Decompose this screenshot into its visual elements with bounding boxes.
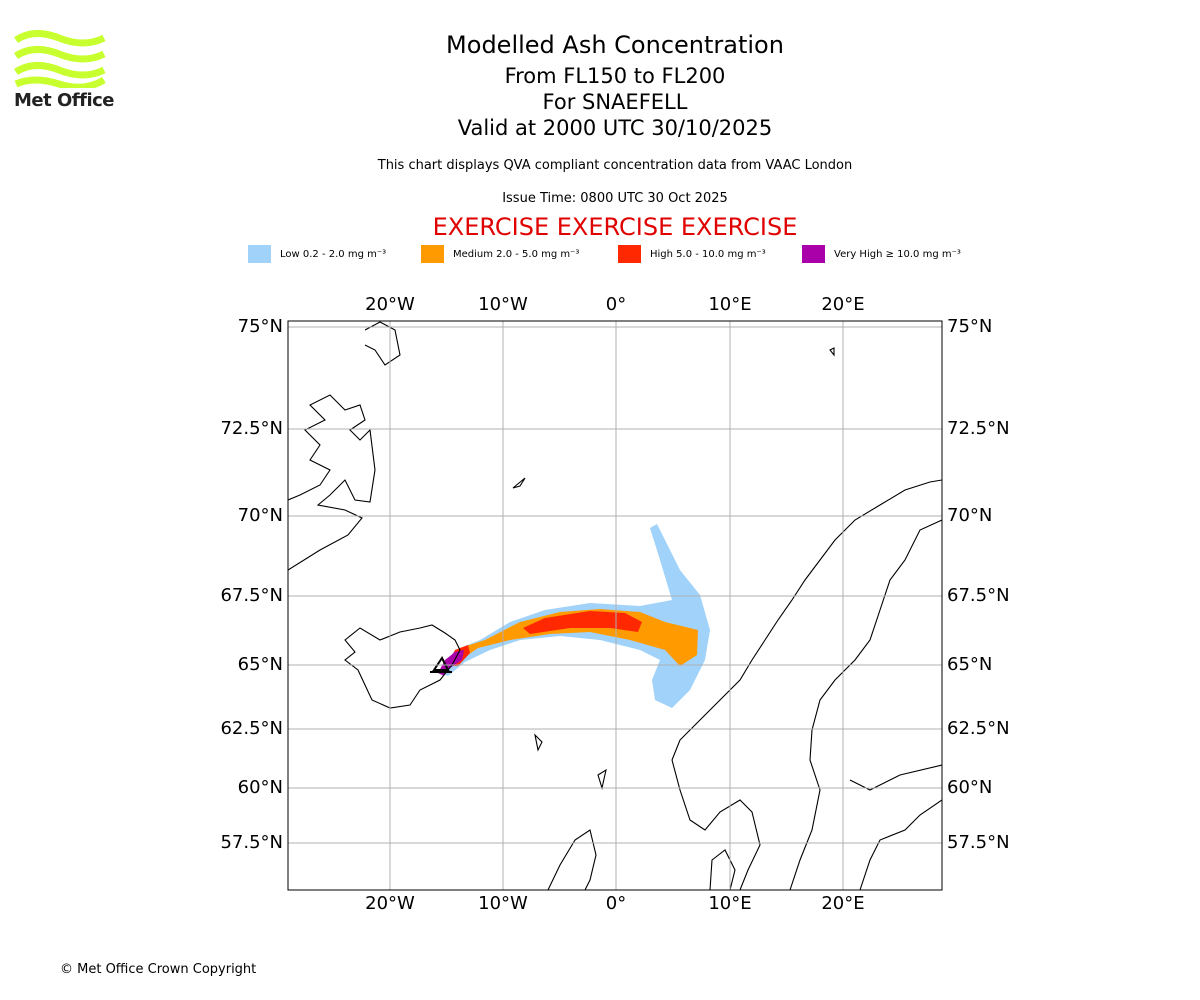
- lat-tick-label: 70°N: [947, 505, 993, 526]
- volcano-marker-icon: [430, 656, 452, 673]
- legend-very-high: Very High ≥ 10.0 mg m⁻³: [802, 244, 961, 264]
- legend-label: High 5.0 - 10.0 mg m⁻³: [650, 248, 766, 260]
- map-frame: [287, 320, 943, 891]
- norway-south: [671, 759, 761, 890]
- lat-tick-label: 65°N: [947, 654, 993, 675]
- lat-tick-label: 57.5°N: [947, 832, 1010, 853]
- lon-tick-label: 0°: [605, 893, 627, 914]
- lon-tick-label: 10°E: [708, 294, 752, 315]
- baltic-coast: [849, 764, 942, 791]
- logo-text: Met Office: [14, 90, 115, 111]
- lat-tick-label: 67.5°N: [947, 585, 1010, 606]
- valid-time: Valid at 2000 UTC 30/10/2025: [457, 116, 773, 140]
- lon-tick-label: 20°E: [821, 294, 865, 315]
- jan-mayen: [512, 477, 526, 489]
- chart-title: Modelled Ash Concentration: [446, 31, 784, 59]
- scotland-coast: [547, 829, 597, 890]
- lat-tick-label: 70°N: [237, 505, 283, 526]
- lon-tick-label: 10°E: [708, 893, 752, 914]
- exercise-banner: EXERCISE EXERCISE EXERCISE: [432, 213, 798, 241]
- greenland-coast: [288, 394, 376, 571]
- svalbard-isle: [829, 347, 835, 357]
- lat-tick-label: 57.5°N: [220, 832, 283, 853]
- lon-tick-label: 10°W: [478, 294, 528, 315]
- legend-swatch: [618, 245, 641, 263]
- gridlines: [288, 321, 942, 890]
- ash-high: [523, 611, 642, 634]
- denmark-coast: [709, 849, 736, 890]
- lon-tick-label: 20°W: [365, 294, 415, 315]
- lat-tick-label: 65°N: [237, 654, 283, 675]
- lat-tick-label: 72.5°N: [220, 418, 283, 439]
- legend-swatch: [248, 245, 271, 263]
- subtitle: This chart displays QVA compliant concen…: [377, 158, 853, 173]
- greenland-coast: [364, 321, 401, 366]
- lon-tick-label: 0°: [605, 294, 627, 315]
- legend-high: High 5.0 - 10.0 mg m⁻³: [618, 244, 766, 264]
- lat-tick-label: 62.5°N: [947, 718, 1010, 739]
- lat-tick-label: 72.5°N: [947, 418, 1010, 439]
- logo-waves-icon: [14, 30, 106, 91]
- legend-low: Low 0.2 - 2.0 mg m⁻³: [248, 244, 386, 264]
- legend-label: Medium 2.0 - 5.0 mg m⁻³: [453, 248, 580, 260]
- legend-swatch: [421, 245, 444, 263]
- legend-label: Low 0.2 - 2.0 mg m⁻³: [280, 248, 387, 260]
- lat-tick-label: 67.5°N: [220, 585, 283, 606]
- lon-tick-label: 20°W: [365, 893, 415, 914]
- met-office-logo: [14, 30, 106, 92]
- flight-levels: From FL150 to FL200: [504, 64, 726, 88]
- faroe-isles: [534, 733, 543, 752]
- issue-time: Issue Time: 0800 UTC 30 Oct 2025: [502, 191, 728, 206]
- legend-swatch: [802, 245, 825, 263]
- sweden-finland-coast: [789, 519, 942, 890]
- lat-tick-label: 60°N: [947, 777, 993, 798]
- lat-tick-label: 62.5°N: [220, 718, 283, 739]
- coastlines: [288, 321, 942, 890]
- lat-tick-label: 75°N: [237, 316, 283, 337]
- lon-tick-label: 20°E: [821, 893, 865, 914]
- lat-tick-label: 75°N: [947, 316, 993, 337]
- volcano-name: For SNAEFELL: [542, 90, 688, 114]
- legend-label: Very High ≥ 10.0 mg m⁻³: [834, 248, 961, 260]
- lat-tick-label: 60°N: [237, 777, 283, 798]
- copyright: © Met Office Crown Copyright: [60, 962, 257, 977]
- finland-coast: [859, 799, 942, 890]
- lon-tick-label: 10°W: [478, 893, 528, 914]
- legend-medium: Medium 2.0 - 5.0 mg m⁻³: [421, 244, 579, 264]
- norway-coast: [671, 479, 942, 761]
- shetland: [597, 768, 607, 791]
